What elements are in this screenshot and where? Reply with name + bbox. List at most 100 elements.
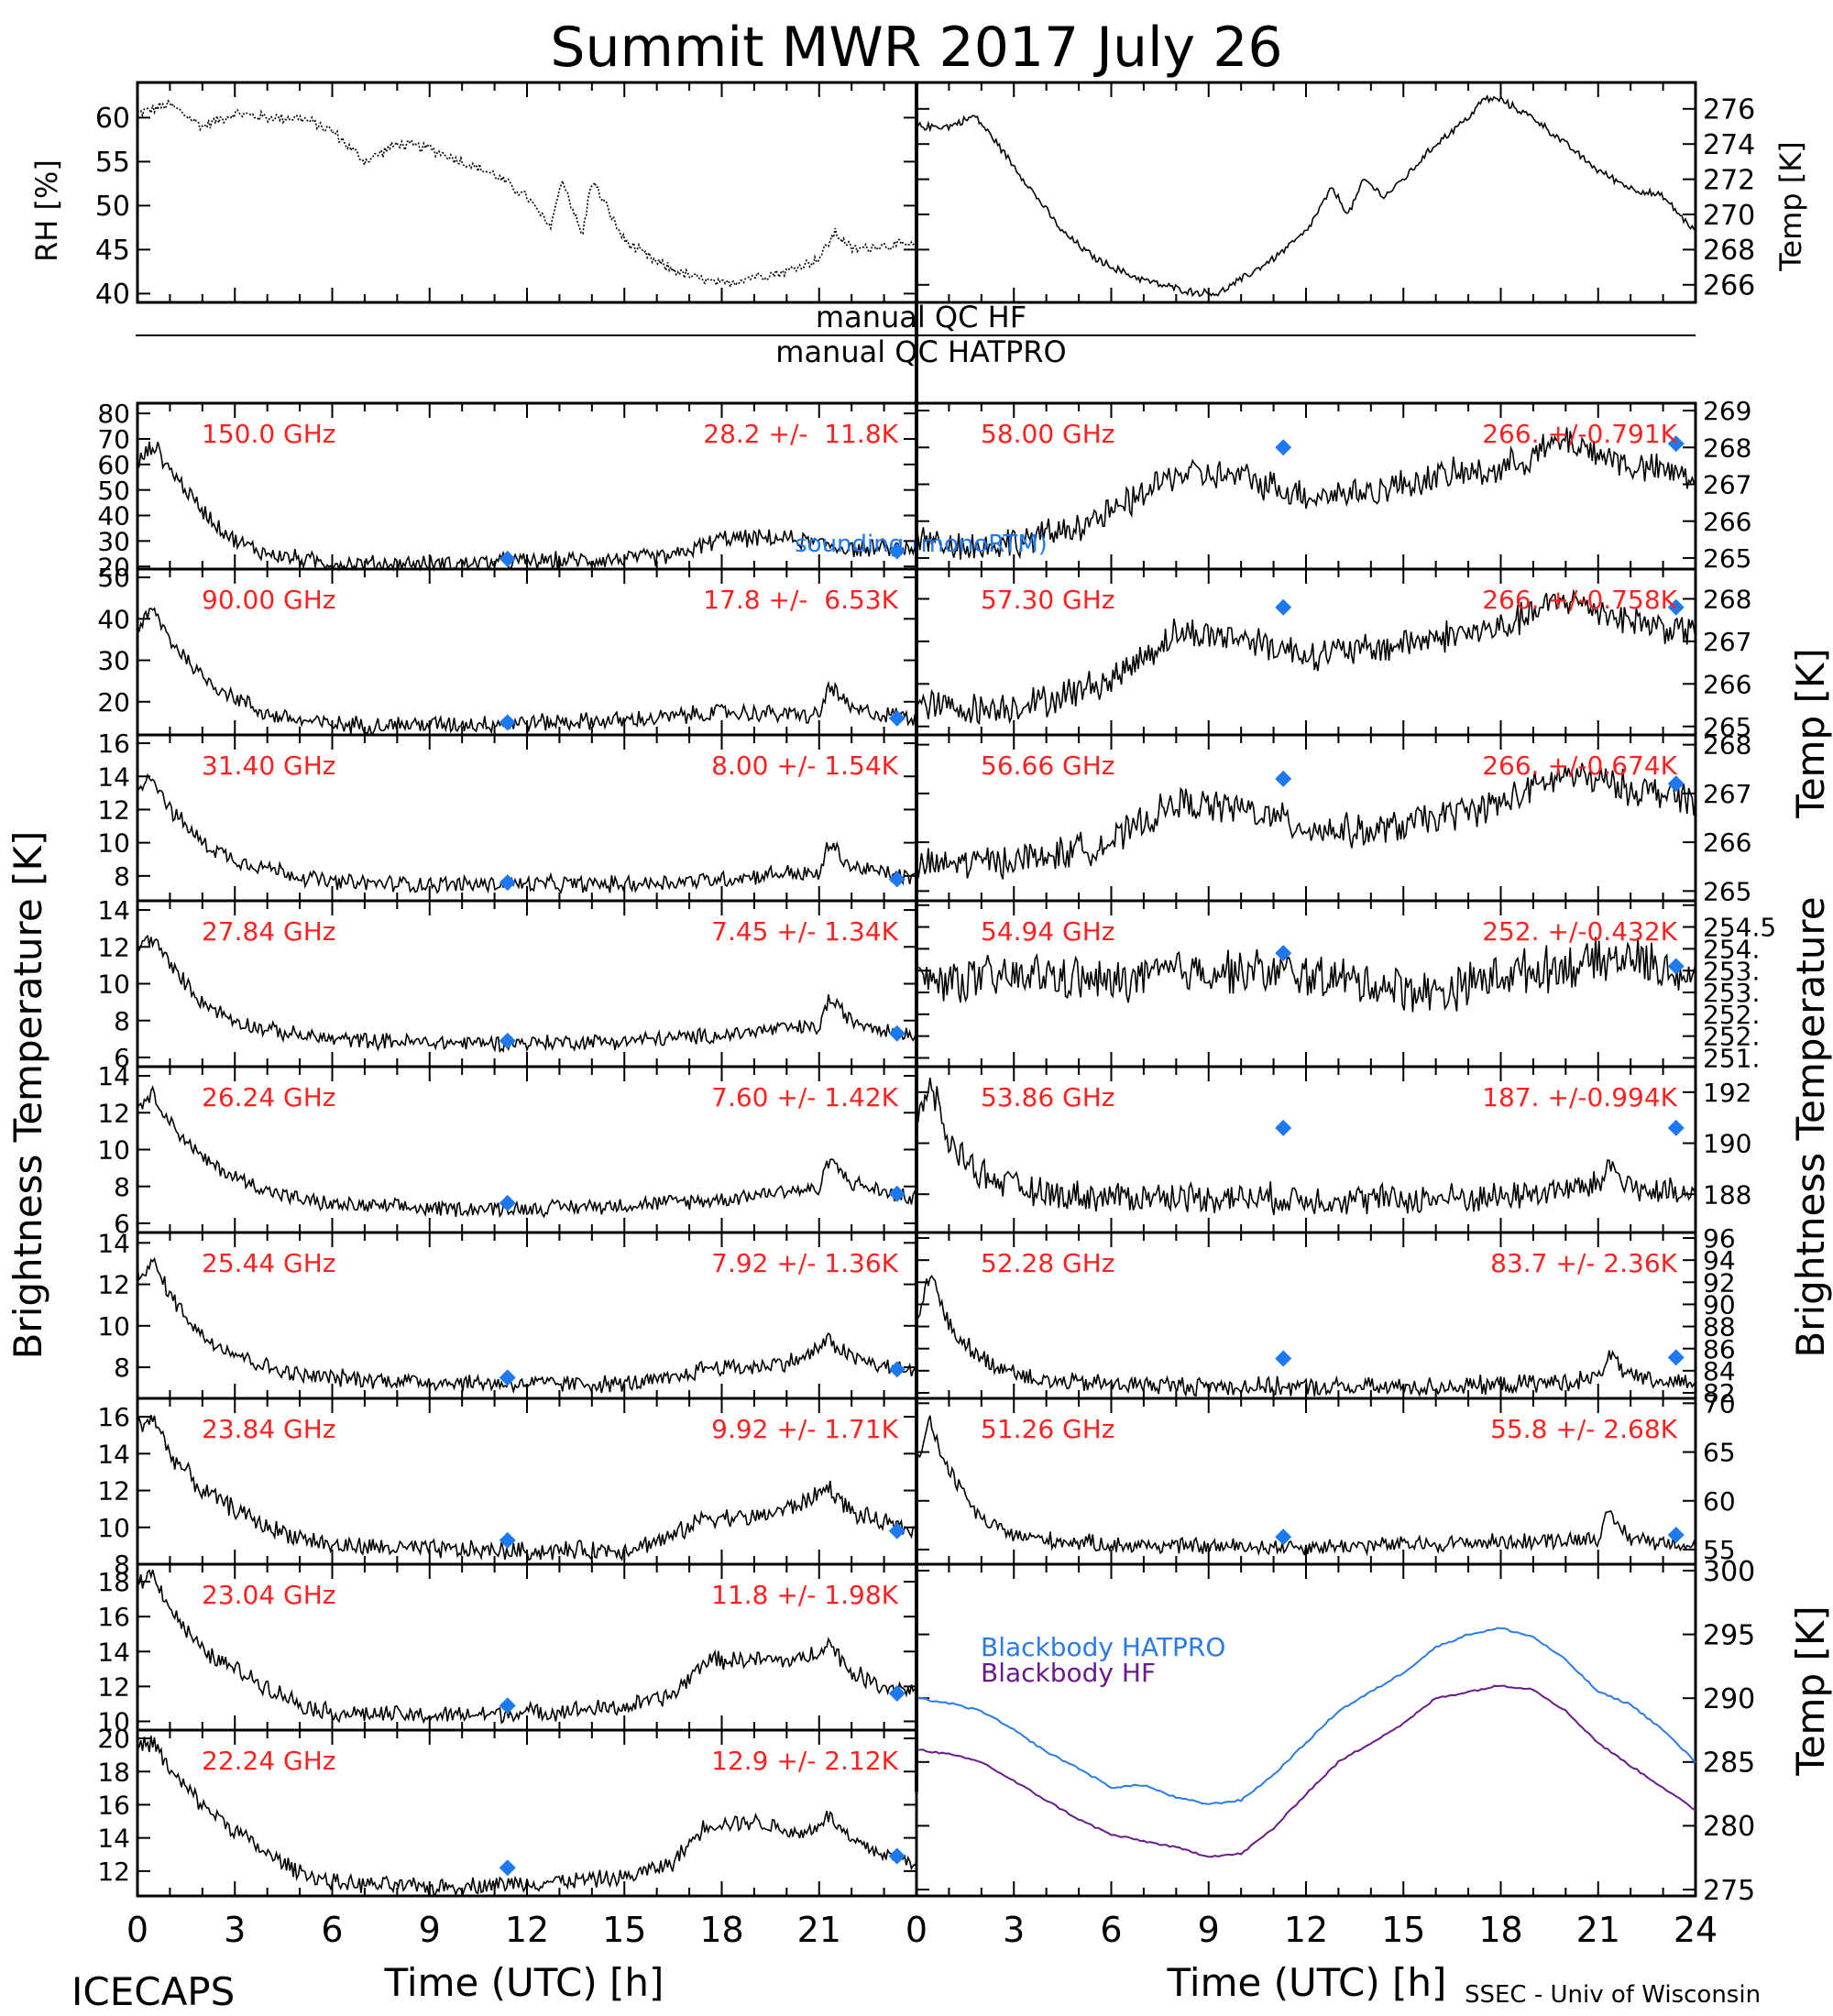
data-trace	[916, 937, 1696, 1013]
y-tick-label: 40	[95, 279, 130, 311]
y-tick-label: 272	[1703, 164, 1755, 196]
y-tick-label: 10	[97, 1311, 130, 1342]
y-tick-label: 8	[114, 1550, 130, 1580]
x-tick-label: 18	[699, 1910, 743, 1950]
x-tick-label: 15	[1381, 1910, 1425, 1950]
data-trace	[137, 1085, 917, 1219]
sounding-diamond	[888, 1522, 906, 1539]
channel-stat-label: 252. +/-0.432K	[1482, 916, 1677, 947]
y-tick-label: 12	[97, 1671, 130, 1702]
y-tick-label: 92	[1703, 1267, 1736, 1298]
channel-stat-label: 28.2 +/- 11.8K	[703, 419, 898, 449]
y-tick-label: 10	[97, 828, 130, 859]
y-tick-label: 254.	[1703, 934, 1760, 964]
sounding-diamond	[1667, 435, 1685, 453]
y-tick-label: 252.	[1703, 1022, 1760, 1052]
y-tick-label: 267	[1703, 779, 1751, 809]
y-tick-label: 253.	[1703, 978, 1760, 1008]
y-tick-label: 60	[95, 103, 130, 135]
legend-blackbody-hf: Blackbody HF	[981, 1658, 1156, 1688]
y-tick-label: 268	[1703, 235, 1755, 267]
channel-frequency-label: 31.40 GHz	[202, 751, 336, 781]
y-tick-label: 12	[97, 795, 130, 826]
y-tick-label: 265	[1703, 712, 1751, 742]
x-tick-label: 0	[126, 1910, 148, 1950]
sounding-diamond	[888, 1847, 906, 1865]
channel-frequency-label: 52.28 GHz	[981, 1248, 1115, 1278]
data-trace	[916, 762, 1696, 880]
channel-frequency-label: 23.84 GHz	[202, 1414, 336, 1444]
data-trace	[137, 1256, 916, 1395]
channel-frequency-label: 58.00 GHz	[981, 419, 1115, 449]
sounding-diamond	[499, 874, 516, 892]
y-tick-label: 266	[1703, 507, 1751, 537]
blackbody-series-line	[916, 1627, 1696, 1805]
y-tick-label: 50	[97, 563, 130, 593]
y-axis-label-right: Brightness Temperature	[1788, 896, 1833, 1357]
x-tick-label: 9	[1198, 1910, 1220, 1950]
x-tick-label: 15	[602, 1910, 646, 1950]
x-tick-label: 0	[906, 1910, 927, 1950]
legend-blackbody-hatpro: Blackbody HATPRO	[981, 1632, 1225, 1662]
x-tick-label: 6	[1100, 1910, 1122, 1950]
panel-left-2304: 10 12 14 16 18 23.04 GHz 11.8 +/- 1.98K	[97, 1562, 918, 1737]
y-tick-label: 50	[95, 191, 130, 223]
y-tick-label: 96	[1703, 1223, 1736, 1254]
y-tick-label: 30	[97, 526, 130, 556]
y-tick-label: 254.5	[1703, 913, 1776, 943]
y-tick-label: 18	[97, 1567, 130, 1597]
y-tick-label: 251.	[1703, 1044, 1760, 1074]
channel-frequency-label: 26.24 GHz	[202, 1082, 336, 1112]
sounding-diamond	[499, 1697, 516, 1715]
y-tick-label: 12	[97, 1857, 130, 1887]
data-trace	[916, 93, 1696, 298]
sounding-diamond	[499, 550, 516, 567]
channel-frequency-label: 56.66 GHz	[981, 751, 1115, 781]
temp-axis-label-top: Temp [K]	[1773, 141, 1808, 271]
y-tick-label: 20	[97, 687, 130, 718]
sounding-diamond	[499, 1032, 516, 1049]
sounding-diamond	[888, 1361, 906, 1378]
channel-frequency-label: 23.04 GHz	[202, 1580, 336, 1610]
y-tick-label: 268	[1703, 585, 1751, 615]
y-tick-label: 60	[97, 450, 130, 480]
y-tick-label: 55	[95, 147, 130, 179]
sounding-diamond	[888, 542, 906, 560]
chart-title: Summit MWR 2017 July 26	[550, 16, 1282, 80]
y-tick-label: 280	[1703, 1811, 1755, 1843]
y-tick-label: 290	[1703, 1683, 1755, 1715]
sounding-diamond	[1275, 1528, 1292, 1546]
sounding-diamond	[1275, 598, 1292, 616]
y-tick-label: 16	[97, 1602, 130, 1632]
y-tick-label: 12	[97, 932, 130, 962]
x-axis-label-right: Time (UTC) [h]	[1167, 1960, 1447, 2005]
sounding-diamond	[888, 871, 906, 888]
y-tick-label: 268	[1703, 433, 1751, 463]
sounding-diamond	[1667, 1527, 1685, 1544]
y-tick-label: 16	[97, 1791, 130, 1821]
y-tick-label: 80	[97, 399, 130, 429]
y-tick-label: 8	[114, 1006, 130, 1036]
channel-frequency-label: 51.26 GHz	[981, 1414, 1115, 1444]
y-tick-label: 6	[114, 1209, 130, 1239]
y-tick-label: 8	[114, 861, 130, 892]
data-trace	[916, 1274, 1696, 1397]
y-tick-label: 45	[95, 235, 130, 267]
channel-stat-label: 7.45 +/- 1.34K	[711, 916, 898, 947]
y-tick-label: 252.	[1703, 1000, 1760, 1030]
y-tick-label: 82	[1703, 1378, 1736, 1408]
sounding-diamond	[1275, 1119, 1292, 1136]
x-tick-label: 21	[1576, 1910, 1620, 1950]
y-tick-label: 40	[97, 501, 130, 531]
y-tick-label: 300	[1703, 1556, 1755, 1588]
y-tick-label: 285	[1703, 1748, 1755, 1780]
x-axis-label-left: Time (UTC) [h]	[384, 1960, 664, 2005]
sounding-diamond	[1667, 1119, 1685, 1136]
y-tick-label: 269	[1703, 396, 1751, 426]
x-tick-label: 12	[1284, 1910, 1328, 1950]
y-axis-label-right-top: Temp [K]	[1788, 648, 1833, 819]
y-tick-label: 94	[1703, 1245, 1736, 1276]
